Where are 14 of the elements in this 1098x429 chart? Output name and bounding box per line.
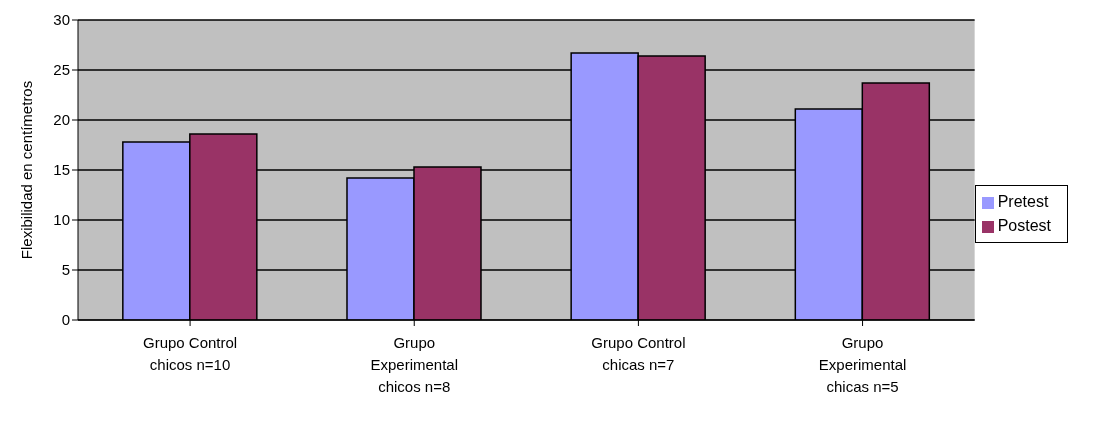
x-tick-label: Grupo Control chicas n=7 xyxy=(591,334,686,373)
y-axis-title: Flexibilidad en centímetros xyxy=(18,80,36,260)
x-tick-label: Grupo Control chicos n=10 xyxy=(142,334,238,373)
y-tick-label: 20 xyxy=(53,111,70,129)
y-tick-label: 10 xyxy=(53,211,70,229)
y-tick-label: 0 xyxy=(61,311,70,329)
legend-label: Pretest xyxy=(997,193,1049,210)
y-tick-label: 30 xyxy=(53,11,70,29)
legend-label: Postest xyxy=(997,217,1051,234)
y-tick-label: 5 xyxy=(61,261,70,279)
y-tick-label: 15 xyxy=(53,161,70,179)
x-tick-label: Grupo Experimental chicas n=5 xyxy=(818,334,907,395)
y-tick-label: 25 xyxy=(53,61,70,79)
x-tick-label: Grupo Experimental chicos n=8 xyxy=(370,334,459,395)
